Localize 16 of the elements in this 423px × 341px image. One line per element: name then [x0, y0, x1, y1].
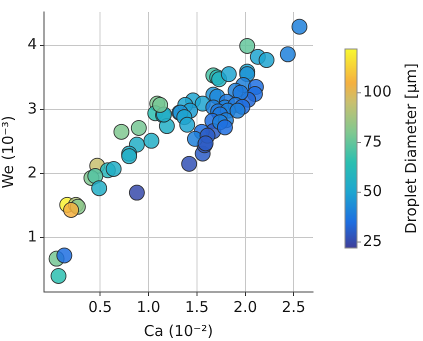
y-tick-label: 2 [27, 163, 37, 182]
color-bar-label: 100 [363, 82, 392, 101]
y-axis-title: We (10⁻³) [0, 116, 17, 188]
color-bar-label: 75 [363, 132, 382, 150]
y-tick-label: 3 [27, 99, 37, 118]
x-tick-label: 2.0 [233, 298, 258, 316]
color-bar-label: 25 [363, 232, 382, 250]
y-tick-label: 4 [27, 35, 37, 54]
x-tick-label: 1.5 [184, 298, 209, 316]
x-axis-title: Ca (10⁻²) [144, 322, 214, 340]
color-bar-label: 50 [363, 182, 382, 200]
y-tick-label: 1 [27, 227, 37, 246]
x-tick-label: 2.5 [282, 298, 306, 316]
x-tick-label: 1.0 [136, 298, 160, 316]
x-tick-label: 0.5 [88, 298, 112, 316]
color-bar-title: Droplet Diameter [μm] [402, 63, 420, 234]
